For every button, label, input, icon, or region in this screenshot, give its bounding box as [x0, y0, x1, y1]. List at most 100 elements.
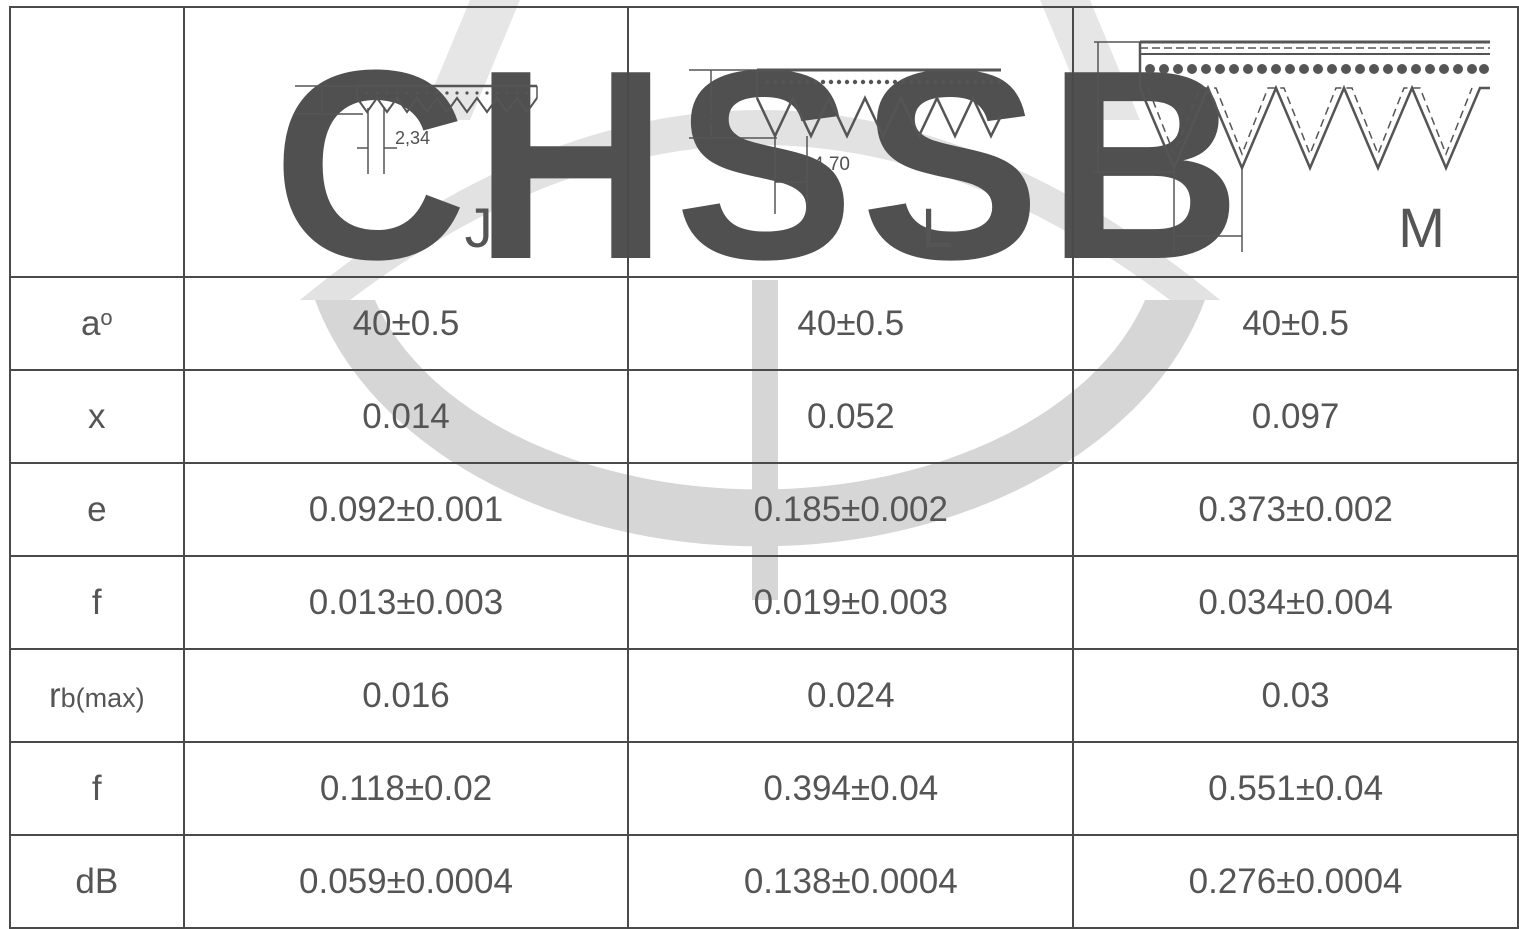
row-label-main: x — [88, 396, 106, 436]
belt-m-pitch-dim: 9,40 — [1188, 214, 1223, 234]
plus-minus-sign: ± — [1285, 489, 1306, 529]
cell-tolerance: 0.5 — [410, 303, 460, 343]
belt-j-height-dim: 4 — [308, 91, 325, 100]
row-label: e — [9, 462, 185, 557]
cell-tolerance: 0.5 — [855, 303, 905, 343]
plus-minus-sign: ± — [1276, 861, 1296, 901]
cell-tolerance: 0.04 — [1314, 768, 1384, 808]
row-label: x — [9, 369, 185, 464]
cell-tolerance: 0.003 — [415, 582, 504, 622]
row-label-main: f — [91, 768, 102, 808]
cell-value: 0.092 — [308, 489, 397, 529]
row-label: f — [9, 741, 185, 836]
cell-value: 0.03 — [1261, 675, 1330, 715]
cell-value: 40 — [352, 303, 392, 343]
row-label-main: a — [80, 303, 101, 343]
table-row: rb(max) 0.016 0.024 0.03 — [9, 648, 1519, 743]
belt-m-letter: M — [1398, 196, 1445, 259]
table-row: x 0.014 0.052 0.097 — [9, 369, 1519, 464]
plus-minus-sign: ± — [836, 303, 856, 343]
value-cell: 0.034±0.004 — [1072, 555, 1519, 650]
belt-j-pitch-dim: 2,34 — [395, 128, 430, 148]
cell-tolerance: 0.001 — [415, 489, 504, 529]
cell-value: 0.024 — [806, 675, 895, 715]
row-label-main: r — [48, 675, 61, 715]
value-cell: 40±0.5 — [182, 276, 630, 371]
cell-value: 40 — [1242, 303, 1282, 343]
belt-m-diagram: 16,7 9,40 — [1078, 40, 1491, 252]
plus-minus-sign: ± — [396, 582, 416, 622]
cell-tolerance: 0.0004 — [405, 861, 513, 901]
value-cell: 0.138±0.0004 — [627, 834, 1075, 929]
plus-minus-sign: ± — [841, 489, 861, 529]
value-cell: 0.024 — [627, 648, 1075, 743]
row-label: dB — [9, 834, 185, 929]
value-cell: 0.276±0.0004 — [1072, 834, 1519, 929]
belt-j-letter: J — [464, 196, 493, 259]
row-label-main: dB — [75, 861, 119, 901]
table-row: ao 40±0.5 40±0.5 40±0.5 — [9, 276, 1519, 371]
header-empty-cell — [9, 6, 185, 278]
value-cell: 40±0.5 — [627, 276, 1075, 371]
belt-m-height-dim: 16,7 — [1078, 99, 1098, 134]
header-row: 4 2,34 J — [9, 6, 1519, 278]
belt-j-diagram: 4 2,34 — [294, 84, 538, 174]
header-cell-l: 9,5 4.70 L — [627, 6, 1075, 278]
table-row: e 0.092±0.001 0.185±0.002 0.373±0.002 — [9, 462, 1519, 557]
row-label-main: f — [91, 582, 102, 622]
value-cell: 0.014 — [182, 369, 630, 464]
cell-value: 0.551 — [1208, 768, 1296, 808]
cell-value: 0.016 — [362, 675, 450, 715]
table-row: f 0.013±0.003 0.019±0.003 0.034±0.004 — [9, 555, 1519, 650]
cell-value: 0.019 — [753, 582, 842, 622]
cell-tolerance: 0.02 — [424, 768, 493, 808]
value-cell: 0.097 — [1072, 369, 1519, 464]
plus-minus-sign: ± — [1285, 582, 1306, 622]
row-label: f — [9, 555, 185, 650]
value-cell: 40±0.5 — [1072, 276, 1519, 371]
cell-tolerance: 0.0004 — [850, 861, 958, 901]
plus-minus-sign: ± — [386, 861, 406, 901]
value-cell: 0.013±0.003 — [182, 555, 630, 650]
plus-minus-sign: ± — [391, 303, 411, 343]
cell-value: 0.373 — [1198, 489, 1286, 529]
cell-value: 0.014 — [362, 396, 450, 436]
plus-minus-sign: ± — [831, 861, 851, 901]
value-cell: 0.019±0.003 — [627, 555, 1075, 650]
cell-tolerance: 0.002 — [1305, 489, 1393, 529]
table-row: dB 0.059±0.0004 0.138±0.0004 0.276±0.0004 — [9, 834, 1519, 929]
cell-tolerance: 0.004 — [1305, 582, 1393, 622]
cell-value: 0.059 — [299, 861, 387, 901]
value-cell: 0.551±0.04 — [1072, 741, 1519, 836]
data-rows: ao 40±0.5 40±0.5 40±0.5 x 0.014 0.052 0.097 e 0.0… — [9, 276, 1519, 929]
belt-l-letter: L — [921, 196, 953, 259]
value-cell: 0.373±0.002 — [1072, 462, 1519, 557]
plus-minus-sign: ± — [1295, 768, 1315, 808]
cell-value: 0.034 — [1198, 582, 1286, 622]
cell-tolerance: 0.04 — [870, 768, 939, 808]
cell-value: 0.118 — [319, 768, 405, 808]
belt-spec-table: 4 2,34 J — [9, 6, 1519, 929]
cell-value: 0.013 — [308, 582, 397, 622]
cell-value: 0.097 — [1251, 396, 1340, 436]
row-label-superscript: o — [100, 304, 113, 330]
cell-tolerance: 0.0004 — [1295, 861, 1403, 901]
cell-tolerance: 0.5 — [1300, 303, 1349, 343]
plus-minus-sign: ± — [404, 768, 425, 808]
value-cell: 0.118±0.02 — [182, 741, 630, 836]
header-cell-j: 4 2,34 J — [182, 6, 630, 278]
value-cell: 0.394±0.04 — [627, 741, 1075, 836]
value-cell: 0.185±0.002 — [627, 462, 1075, 557]
cell-tolerance: 0.003 — [860, 582, 948, 622]
value-cell: 0.092±0.001 — [182, 462, 630, 557]
table-row: f 0.118±0.02 0.394±0.04 0.551±0.04 — [9, 741, 1519, 836]
cell-value: 40 — [797, 303, 837, 343]
row-label-subscript: b(max) — [60, 682, 145, 713]
value-cell: 0.016 — [182, 648, 630, 743]
row-label: rb(max) — [9, 648, 185, 743]
cell-value: 0.394 — [763, 768, 851, 808]
value-cell: 0.059±0.0004 — [182, 834, 630, 929]
plus-minus-sign: ± — [396, 489, 416, 529]
row-label: ao — [9, 276, 185, 371]
cell-value: 0.276 — [1188, 861, 1277, 901]
